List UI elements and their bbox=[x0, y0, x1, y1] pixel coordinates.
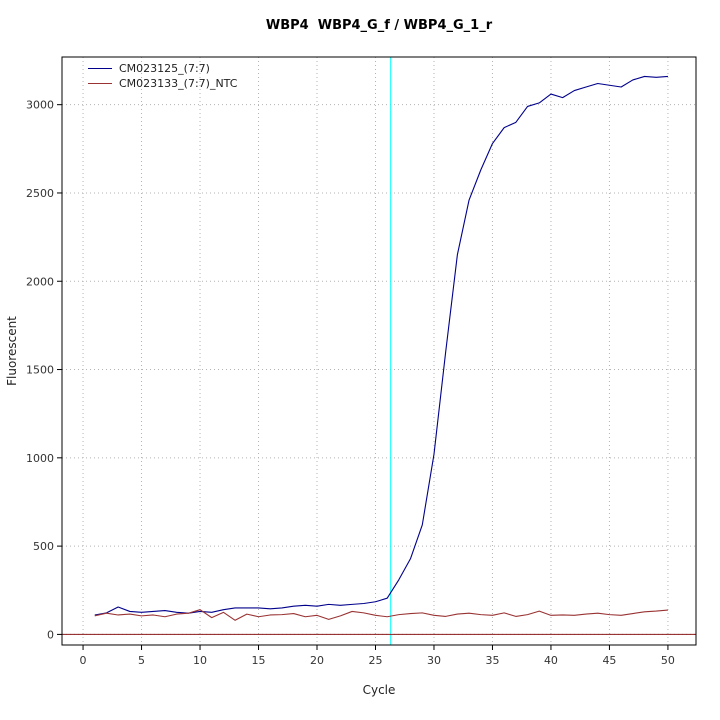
svg-text:15: 15 bbox=[252, 654, 266, 667]
legend-item-ntc: CM023133_(7:7)_NTC bbox=[88, 76, 237, 91]
ntc-line-swatch bbox=[88, 83, 112, 84]
svg-text:50: 50 bbox=[661, 654, 675, 667]
chart-legend: CM023125_(7:7) CM023133_(7:7)_NTC bbox=[88, 61, 237, 91]
svg-text:1000: 1000 bbox=[26, 452, 54, 465]
legend-item-sample: CM023125_(7:7) bbox=[88, 61, 237, 76]
svg-text:500: 500 bbox=[33, 540, 54, 553]
svg-text:1500: 1500 bbox=[26, 364, 54, 377]
svg-text:0: 0 bbox=[47, 628, 54, 641]
svg-text:0: 0 bbox=[80, 654, 87, 667]
svg-text:2500: 2500 bbox=[26, 187, 54, 200]
svg-text:2000: 2000 bbox=[26, 275, 54, 288]
svg-text:5: 5 bbox=[138, 654, 145, 667]
svg-text:3000: 3000 bbox=[26, 99, 54, 112]
svg-text:20: 20 bbox=[310, 654, 324, 667]
sample-line-swatch bbox=[88, 68, 112, 69]
svg-text:30: 30 bbox=[427, 654, 441, 667]
svg-text:10: 10 bbox=[193, 654, 207, 667]
legend-label-sample: CM023125_(7:7) bbox=[119, 62, 210, 75]
svg-text:45: 45 bbox=[602, 654, 616, 667]
legend-label-ntc: CM023133_(7:7)_NTC bbox=[119, 77, 238, 90]
x-axis-label: Cycle bbox=[362, 683, 396, 697]
svg-text:25: 25 bbox=[368, 654, 382, 667]
y-axis-label: Fluorescent bbox=[5, 316, 19, 386]
svg-text:40: 40 bbox=[544, 654, 558, 667]
chart-title: WBP4 WBP4_G_f / WBP4_G_1_r bbox=[265, 18, 493, 33]
svg-text:35: 35 bbox=[485, 654, 499, 667]
